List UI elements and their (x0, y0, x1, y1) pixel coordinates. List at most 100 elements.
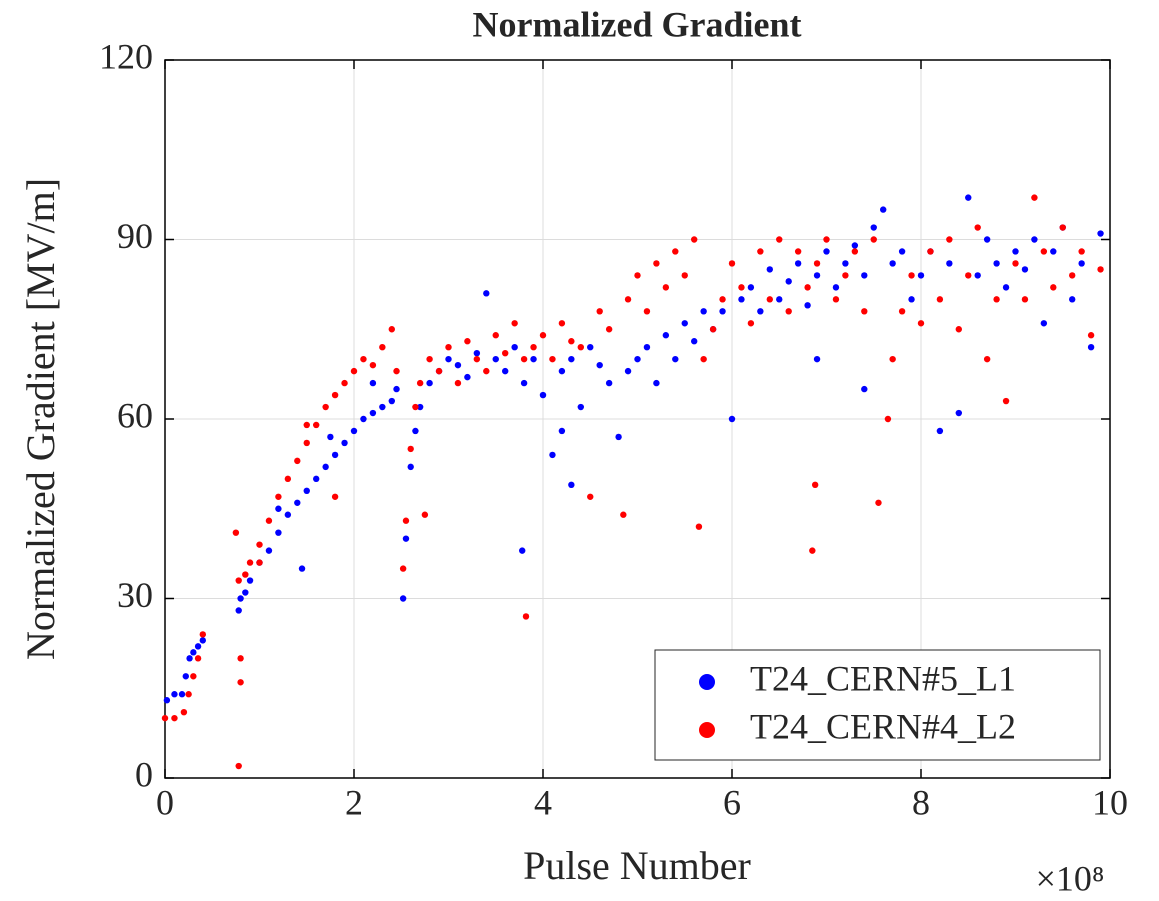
point (823, 248, 830, 255)
point (1078, 248, 1085, 255)
point (1069, 272, 1076, 279)
point (889, 355, 896, 363)
point (235, 607, 242, 614)
x-tick-label: 6 (723, 782, 741, 822)
point (1012, 260, 1019, 267)
point (643, 308, 651, 315)
point (898, 248, 906, 255)
point (237, 679, 244, 686)
point (530, 344, 537, 351)
point (719, 296, 726, 303)
point (416, 379, 424, 387)
x-multiplier: ×10⁸ (1036, 858, 1105, 898)
point (974, 224, 981, 231)
point (917, 320, 925, 327)
point (407, 463, 414, 471)
point (776, 296, 783, 303)
point (974, 272, 981, 279)
point (719, 308, 726, 315)
point (747, 284, 755, 291)
point (464, 373, 471, 381)
point (539, 332, 547, 339)
point (341, 379, 348, 387)
point (813, 355, 821, 363)
x-tick-label: 2 (345, 782, 363, 822)
point (171, 691, 178, 698)
point (483, 367, 490, 375)
point (393, 367, 400, 375)
point (785, 308, 792, 315)
y-tick-label: 90 (117, 216, 153, 256)
point (861, 272, 868, 279)
point (620, 511, 627, 518)
point (369, 361, 377, 369)
point (284, 511, 292, 518)
point (284, 475, 292, 483)
point (1021, 296, 1029, 303)
x-tick-label: 4 (534, 782, 552, 822)
point (558, 427, 566, 435)
point (605, 379, 613, 387)
point (1087, 344, 1095, 351)
point (182, 673, 189, 680)
point (341, 439, 348, 447)
point (246, 577, 254, 584)
point (369, 379, 377, 387)
point (190, 649, 197, 656)
point (331, 493, 339, 500)
point (163, 697, 171, 704)
point (331, 451, 339, 459)
point (596, 308, 603, 315)
point (558, 320, 566, 327)
point (416, 403, 424, 411)
point (549, 355, 556, 363)
point (1078, 260, 1085, 267)
point (242, 589, 249, 596)
point (955, 409, 962, 417)
point (549, 451, 556, 459)
point (1050, 248, 1057, 255)
point (568, 338, 575, 345)
point (983, 236, 991, 243)
point (813, 272, 821, 279)
point (700, 308, 707, 315)
point (1002, 397, 1010, 405)
point (832, 284, 840, 291)
point (454, 361, 462, 369)
point (832, 296, 840, 303)
point (615, 433, 622, 441)
point (993, 260, 1000, 267)
point (558, 367, 566, 375)
point (898, 308, 906, 315)
point (842, 272, 849, 279)
point (350, 427, 358, 435)
point (908, 272, 915, 279)
point (842, 260, 849, 267)
point (256, 559, 263, 566)
point (539, 391, 547, 399)
point (917, 272, 925, 279)
point (1021, 266, 1029, 273)
legend-label: T24_CERN#5_L1 (750, 658, 1016, 698)
point (350, 367, 358, 375)
point (927, 248, 934, 255)
point (402, 535, 410, 542)
point (178, 691, 186, 698)
point (402, 517, 410, 524)
point (303, 439, 310, 447)
point (265, 517, 273, 524)
point (1097, 266, 1104, 273)
point (412, 427, 419, 435)
point (653, 260, 660, 267)
point (1069, 296, 1076, 303)
point (161, 714, 169, 722)
point (624, 367, 632, 375)
point (464, 338, 471, 345)
point (454, 379, 462, 387)
point (757, 308, 764, 315)
point (190, 673, 197, 680)
point (695, 523, 703, 530)
point (520, 379, 528, 387)
point (993, 296, 1000, 303)
